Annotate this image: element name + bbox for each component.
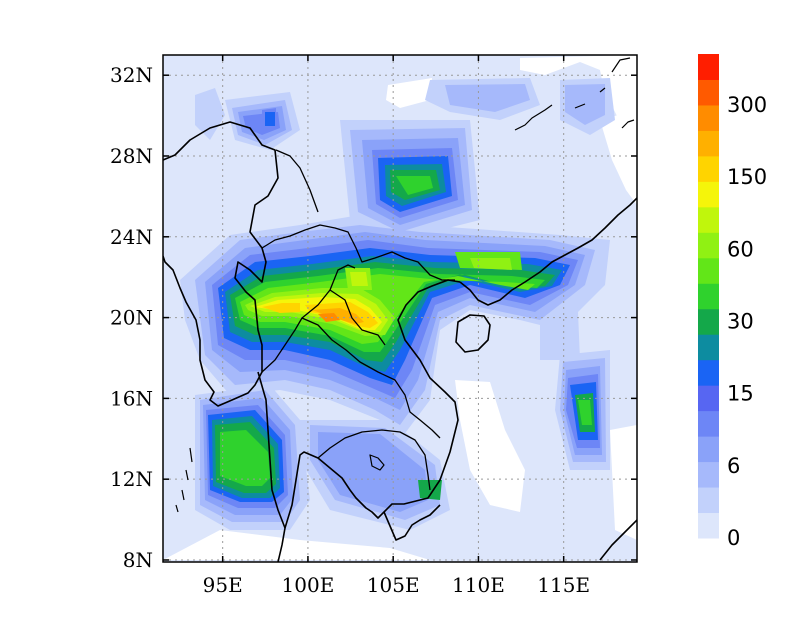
coastline bbox=[284, 279, 461, 529]
colorbar-swatch bbox=[698, 155, 719, 182]
map-plot-area bbox=[162, 54, 638, 563]
map-frame bbox=[162, 54, 638, 563]
colorbar-swatch bbox=[698, 436, 719, 463]
coastline bbox=[599, 519, 637, 561]
border bbox=[275, 149, 319, 213]
no-rain-area bbox=[610, 425, 637, 540]
colorbar-swatch bbox=[698, 385, 719, 412]
colorbar-swatch bbox=[698, 54, 719, 80]
colorbar-swatch bbox=[698, 181, 719, 208]
contour-level-14 bbox=[262, 303, 300, 313]
y-tick-label: 28N bbox=[110, 144, 153, 168]
no-rain-area bbox=[520, 55, 637, 118]
yangtze-coast bbox=[514, 57, 635, 131]
no-rain-area bbox=[386, 78, 432, 108]
no-rain-area bbox=[600, 110, 637, 205]
y-axis-tick-labels: 8N 12N 16N 20N 24N 28N 32N bbox=[110, 63, 153, 572]
contour-level-11 bbox=[470, 258, 512, 270]
x-tick-label: 100E bbox=[282, 573, 335, 597]
colorbar-swatch bbox=[698, 79, 719, 106]
colorbar-label: 300 bbox=[727, 93, 767, 117]
colorbar-label: 150 bbox=[727, 165, 767, 189]
colorbar-label: 60 bbox=[727, 237, 754, 261]
contour-level-2 bbox=[445, 84, 530, 112]
colorbar-swatch bbox=[698, 461, 719, 488]
map-gridlines bbox=[163, 55, 637, 562]
y-tick-label: 16N bbox=[110, 386, 153, 410]
contour-level-6 bbox=[265, 112, 275, 126]
colorbar-swatch bbox=[698, 359, 719, 386]
colorbar-swatch bbox=[698, 206, 719, 233]
x-tick-label: 110E bbox=[452, 573, 505, 597]
colorbar-swatch bbox=[698, 487, 719, 514]
contour-level-12 bbox=[350, 272, 368, 286]
colorbar-label: 15 bbox=[727, 382, 754, 406]
x-axis-tick-labels: 95E 100E 105E 110E 115E bbox=[203, 573, 590, 597]
colorbar-swatch bbox=[698, 104, 719, 131]
coastline bbox=[459, 197, 637, 306]
no-rain-area bbox=[163, 530, 430, 560]
border bbox=[329, 289, 386, 346]
contour-level-9 bbox=[220, 430, 270, 486]
coastline bbox=[383, 504, 441, 541]
colorbar-label: 30 bbox=[727, 309, 754, 333]
contour-level-15 bbox=[312, 308, 364, 324]
colorbar-label: 0 bbox=[727, 526, 740, 550]
contour-level-3 bbox=[318, 432, 428, 512]
tonle-sap bbox=[369, 454, 385, 471]
no-rain-area bbox=[455, 380, 525, 512]
x-tick-label: 105E bbox=[367, 573, 420, 597]
x-tick-label: 95E bbox=[203, 573, 243, 597]
colorbar-swatch bbox=[698, 410, 719, 437]
x-tick-label: 115E bbox=[537, 573, 590, 597]
y-tick-label: 24N bbox=[110, 225, 153, 249]
coastlines-and-borders bbox=[163, 57, 637, 562]
y-tick-label: 32N bbox=[110, 63, 153, 87]
colorbar-swatch bbox=[698, 257, 719, 284]
axis-ticks bbox=[163, 55, 637, 562]
coastline bbox=[257, 371, 286, 562]
border bbox=[261, 264, 356, 373]
border bbox=[261, 224, 455, 281]
colorbar-swatch bbox=[698, 130, 719, 157]
andaman-islands bbox=[175, 447, 193, 513]
colorbar-swatch bbox=[698, 334, 719, 361]
colorbar-swatch bbox=[698, 512, 719, 539]
y-tick-label: 8N bbox=[123, 548, 153, 572]
y-tick-label: 12N bbox=[110, 467, 153, 491]
coastline bbox=[163, 121, 279, 407]
contour-level-9 bbox=[396, 176, 433, 195]
colorbar bbox=[698, 54, 719, 539]
contour-level-16 bbox=[318, 313, 340, 322]
colorbar-labels: 0 6 15 30 60 150 300 bbox=[727, 93, 767, 550]
colorbar-swatch bbox=[698, 283, 719, 310]
hainan-coast bbox=[455, 314, 491, 353]
colorbar-swatch bbox=[698, 232, 719, 259]
colorbar-label: 6 bbox=[727, 454, 740, 478]
border bbox=[301, 317, 441, 439]
border bbox=[317, 429, 431, 491]
contour-level-9 bbox=[578, 400, 592, 425]
contour-level-1 bbox=[195, 88, 225, 140]
colorbar-swatch bbox=[698, 308, 719, 335]
y-tick-label: 20N bbox=[110, 306, 153, 330]
precipitation-contours bbox=[163, 55, 637, 562]
